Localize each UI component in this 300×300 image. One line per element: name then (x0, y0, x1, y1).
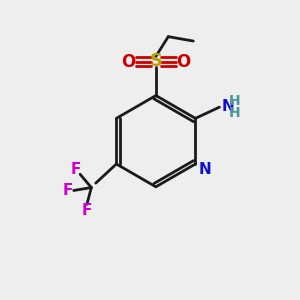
Text: O: O (176, 53, 190, 71)
Text: F: F (82, 203, 92, 218)
Text: N: N (199, 162, 211, 177)
Text: H: H (228, 94, 240, 108)
Text: O: O (122, 53, 136, 71)
Text: N: N (222, 99, 235, 114)
Text: S: S (149, 52, 162, 70)
Text: F: F (63, 183, 73, 198)
Text: H: H (229, 106, 241, 120)
Text: F: F (70, 162, 81, 177)
